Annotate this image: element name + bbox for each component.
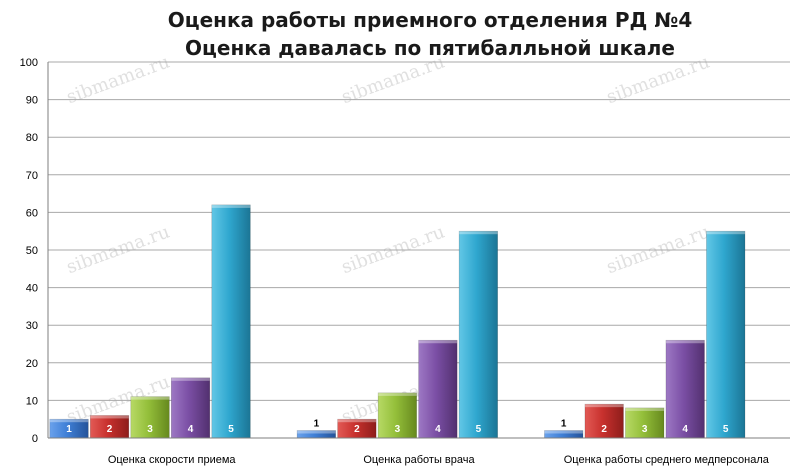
bar-3-series-3 [625,407,665,439]
bar-3-series-5 [706,230,746,439]
bar-1-series-5 [211,204,251,439]
y-tick-label: 60 [26,207,38,219]
bar-2-series-5 [458,230,498,439]
bar-3-series-2 [584,403,624,439]
bar-series-label: 3 [642,424,648,435]
x-axis: Оценка скорости приема Оценка работы врач… [48,437,790,466]
bar-series-label: 5 [476,424,482,435]
bar-highlight [171,377,210,381]
y-tick-label: 10 [26,395,38,407]
bar-highlight [584,404,624,408]
y-tick-label: 20 [26,358,38,370]
bar-series-label: 4 [188,424,194,435]
y-tick-label: 30 [26,320,38,332]
y-tick-label: 50 [26,245,38,257]
x-category-label: Оценка работы среднего медперсонала [564,454,770,466]
bar-series-label: 2 [601,424,607,435]
bar-series-label: 1 [561,418,567,429]
y-tick-label: 80 [26,132,38,144]
bar-highlight [90,415,129,419]
bars: 1 2 3 4 5 1 2 3 4 5 1 2 3 4 5 [49,204,746,439]
y-tick-label: 40 [26,283,38,295]
bar-highlight [337,419,377,423]
bar-highlight [459,231,498,235]
x-category-label: Оценка работы врача [363,454,475,466]
bar-highlight [130,396,170,400]
bar-highlight [418,340,458,344]
y-axis: 0 10 20 30 40 50 60 70 80 90 100 [20,57,49,445]
bar-series-label: 1 [314,418,320,429]
y-tick-label: 0 [32,433,38,445]
watermark-layer: sibmama.ru sibmama.ru sibmama.rusibmama.ru… [64,51,713,428]
bar-highlight [378,392,417,396]
bar-highlight [544,430,583,434]
bar-series-label: 1 [66,424,72,435]
bar-highlight [49,419,89,423]
bar-1-series-4 [171,377,211,439]
bar-series-label: 2 [354,424,360,435]
bar-series-label: 2 [107,424,113,435]
bar-series-label: 4 [435,424,441,435]
bar-highlight [297,430,336,434]
bar-highlight [625,407,664,411]
bar-series-label: 4 [682,424,688,435]
chart-title: Оценка работы приемного отделения РД №4 … [168,8,692,60]
y-tick-label: 90 [26,95,38,107]
bar-2-series-3 [377,392,417,439]
x-category-label: Оценка скорости приема [108,454,237,466]
y-tick-label: 100 [20,57,38,69]
chart-title-line-1: Оценка работы приемного отделения РД №4 [168,8,692,32]
bar-2-series-4 [418,339,458,439]
bar-highlight [211,204,251,208]
y-tick-label: 70 [26,170,38,182]
bar-series-label: 5 [723,424,729,435]
bar-highlight [665,340,705,344]
bar-3-series-4 [665,339,705,439]
chart-title-line-2: Оценка давалась по пятибалльной шкале [185,36,675,60]
bar-highlight [706,231,745,235]
bar-series-label: 3 [395,424,401,435]
bar-series-label: 3 [147,424,153,435]
bar-series-label: 5 [228,424,234,435]
